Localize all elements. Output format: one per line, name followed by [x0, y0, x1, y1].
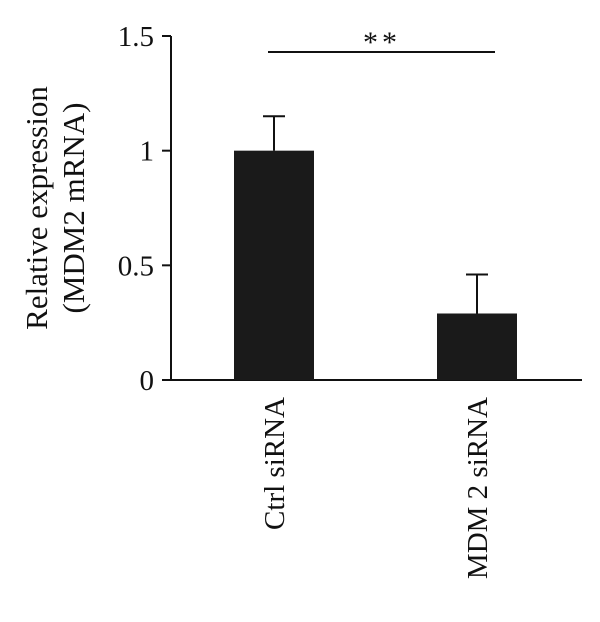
y-axis-label-group: Relative expression (MDM2 mRNA)	[19, 86, 91, 330]
x-tick-label: Ctrl siRNA	[259, 397, 291, 530]
significance-annotation: **	[268, 26, 495, 59]
axes	[170, 36, 582, 381]
error-bars	[263, 115, 488, 314]
y-tick-label: 0	[140, 365, 155, 397]
x-tick-label: MDM 2 siRNA	[462, 397, 494, 579]
y-axis-label-line-1: Relative expression	[19, 86, 54, 330]
bar	[437, 313, 517, 380]
x-axis-tick-labels: Ctrl siRNA MDM 2 siRNA	[259, 397, 494, 579]
significance-label: **	[363, 26, 401, 59]
y-tick-label: 0.5	[118, 250, 154, 282]
y-axis-label-line-2: (MDM2 mRNA)	[56, 103, 91, 314]
y-tick-label: 1.5	[118, 21, 154, 53]
y-axis-ticks: 0 0.5 1 1.5	[118, 21, 171, 397]
bar	[234, 150, 314, 380]
y-tick-label: 1	[140, 136, 155, 168]
bars	[234, 150, 517, 380]
